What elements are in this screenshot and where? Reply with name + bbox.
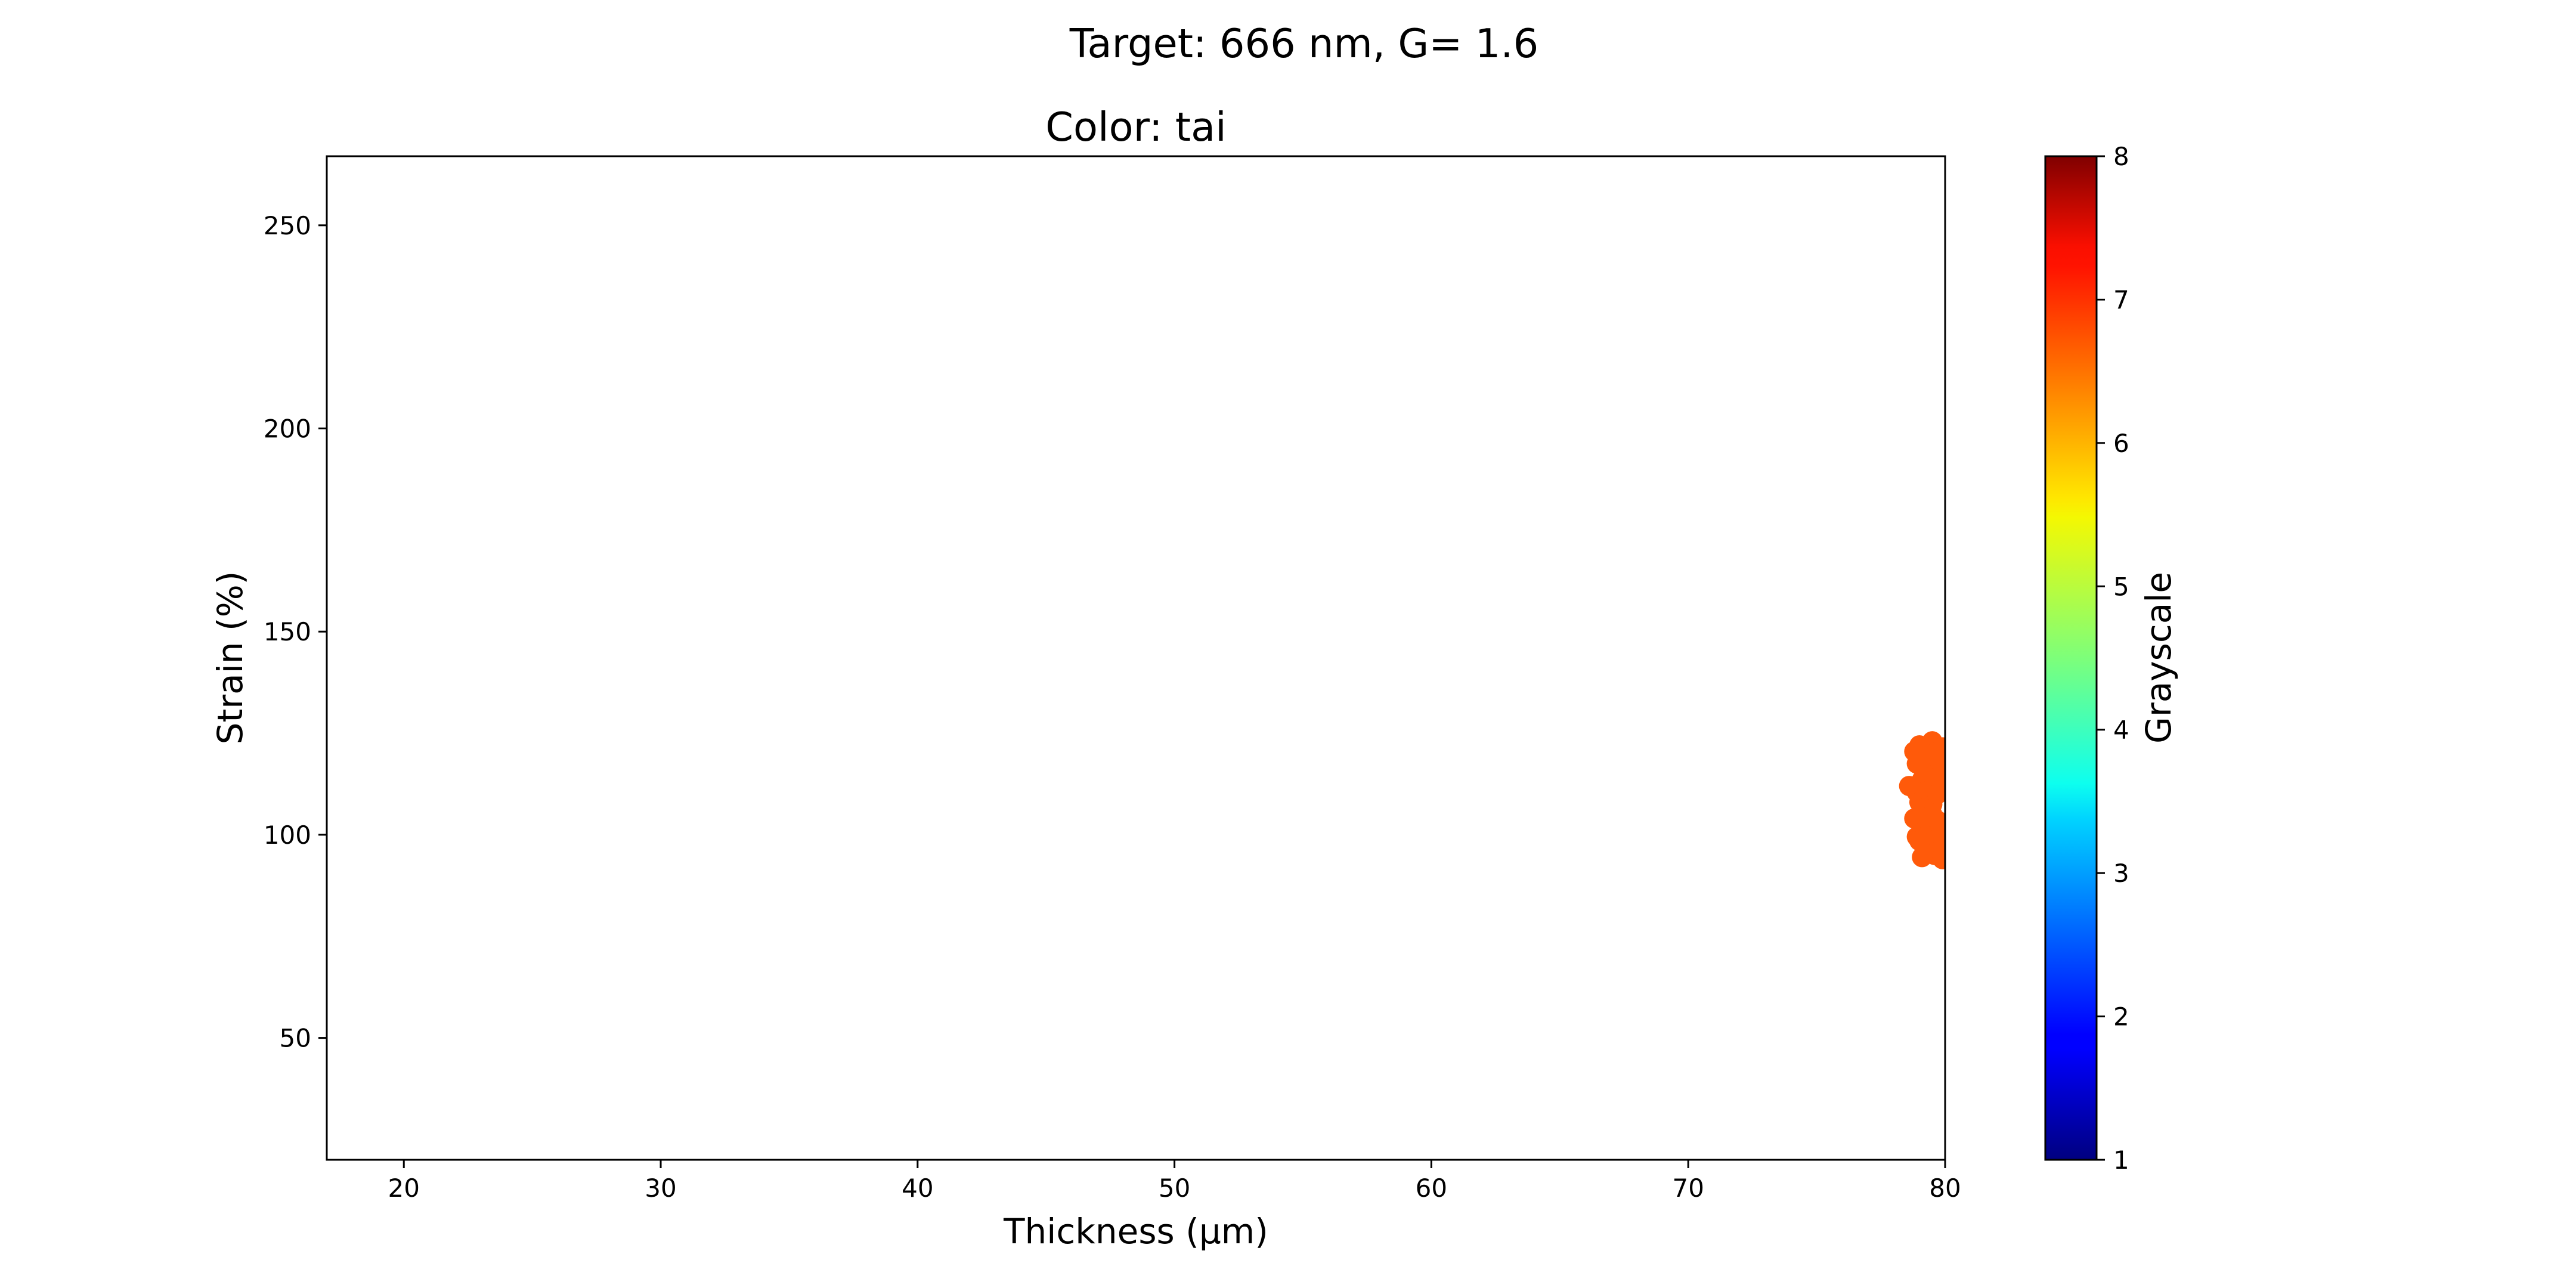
- plot-frame: [326, 155, 1946, 1161]
- scatter-point: [1932, 837, 1945, 857]
- y-tick-label: 200: [264, 414, 311, 444]
- x-tick-label: 60: [1416, 1174, 1447, 1203]
- y-tick-label: 100: [264, 821, 311, 850]
- plot-background: [327, 156, 1945, 1160]
- x-axis-label: Thickness (μm): [1003, 1211, 1268, 1252]
- colorbar-tick-label: 1: [2113, 1145, 2129, 1175]
- figure-suptitle: Target: 666 nm, G= 1.6: [1069, 20, 1539, 67]
- colorbar: 1 2 3 4 5 6 7 8 Grayscale: [2044, 142, 2179, 1175]
- x-tick-label: 40: [902, 1174, 933, 1203]
- y-axis: 50 100 150 200 250: [264, 211, 327, 1053]
- colorbar-label: Grayscale: [2138, 572, 2179, 744]
- x-axis: 20 30 40 50 60 70 80: [388, 1160, 1961, 1203]
- colorbar-tick-label: 6: [2113, 429, 2129, 458]
- y-axis-label: Strain (%): [210, 571, 250, 745]
- scatter-point: [1914, 743, 1935, 764]
- colorbar-frame: [2044, 155, 2098, 1161]
- colorbar-tick-label: 3: [2113, 859, 2129, 888]
- scatter-point: [1912, 847, 1933, 868]
- chart-title: Color: tai: [1045, 104, 1227, 150]
- scatter-point: [1919, 806, 1940, 827]
- colorbar-tick-label: 4: [2113, 716, 2129, 745]
- x-tick-label: 80: [1929, 1174, 1961, 1203]
- scatter-points: [1899, 731, 1945, 869]
- plot-area: 20 30 40 50 60 70 80 50 100 150 200 250: [264, 155, 1961, 1203]
- colorbar-tick-label: 5: [2113, 572, 2129, 601]
- y-tick-label: 50: [280, 1024, 311, 1053]
- y-tick-label: 250: [264, 211, 311, 240]
- x-tick-label: 20: [388, 1174, 420, 1203]
- x-tick-label: 70: [1672, 1174, 1704, 1203]
- scatter-point: [1927, 784, 1945, 804]
- colorbar-tick-label: 2: [2113, 1002, 2129, 1032]
- colorbar-gradient: [2045, 156, 2097, 1160]
- colorbar-tick-label: 7: [2113, 285, 2129, 314]
- x-tick-label: 50: [1159, 1174, 1190, 1203]
- x-tick-label: 30: [645, 1174, 676, 1203]
- colorbar-tick-label: 8: [2113, 142, 2129, 171]
- y-tick-label: 150: [264, 617, 311, 646]
- colorbar-ticks: 1 2 3 4 5 6 7 8: [2097, 142, 2129, 1175]
